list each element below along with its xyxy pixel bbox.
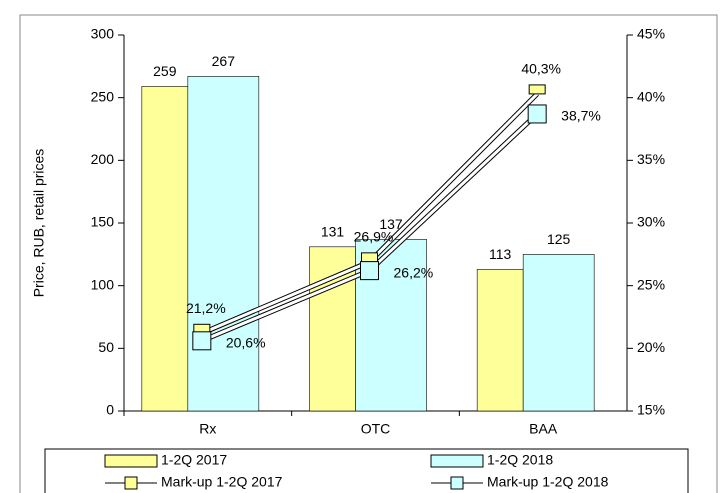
legend-label: Mark-up 1-2Q 2017 [161,474,283,490]
legend-label: Mark-up 1-2Q 2018 [487,474,609,490]
legend-label: 1-2Q 2018 [487,452,553,468]
line-value-label: 20,6% [226,335,266,351]
bar-value-label: 267 [212,53,236,69]
legend-marker [124,476,138,490]
y2-tick-label: 35% [637,151,665,167]
line-value-label: 21,2% [186,300,226,316]
y2-tick-label: 30% [637,214,665,230]
bar-value-label: 137 [379,216,403,232]
marker [361,252,378,263]
marker [527,104,547,124]
marker [360,261,379,281]
y2-tick-label: 15% [637,402,665,418]
bar [141,86,189,412]
legend-marker [450,476,464,490]
y2-tick-label: 45% [637,26,665,42]
y-tick-label: 200 [91,151,115,167]
y-axis-label: Price, RUB, retail prices [31,149,47,298]
y-tick-label: 300 [91,26,115,42]
y-tick-label: 100 [91,276,115,292]
bar [309,246,356,412]
legend-swatch [430,454,484,468]
y-tick-label: 0 [106,402,114,418]
y2-tick-label: 40% [637,88,665,104]
bar-value-label: 259 [153,63,177,79]
line-value-label: 38,7% [561,108,601,124]
bar [476,269,524,412]
bar-value-label: 125 [547,231,571,247]
bar-value-label: 131 [321,224,345,240]
y-tick-label: 50 [98,339,114,355]
y-tick-label: 250 [91,88,115,104]
legend-label: 1-2Q 2017 [161,452,227,468]
line-value-label: 40,3% [521,61,561,77]
line-value-label: 26,9% [354,229,394,245]
x-tick-label: OTC [361,421,391,437]
line-value-label: 26,2% [394,264,434,280]
y-tick-label: 150 [91,214,115,230]
x-tick-label: BAA [529,421,558,437]
legend-swatch [104,454,158,468]
x-tick-label: Rx [199,421,216,437]
bar [522,254,595,412]
y2-tick-label: 25% [637,276,665,292]
y2-tick-label: 20% [637,339,665,355]
bar-value-label: 113 [489,246,512,262]
marker [192,331,212,351]
marker [528,84,546,95]
bar [187,76,260,412]
